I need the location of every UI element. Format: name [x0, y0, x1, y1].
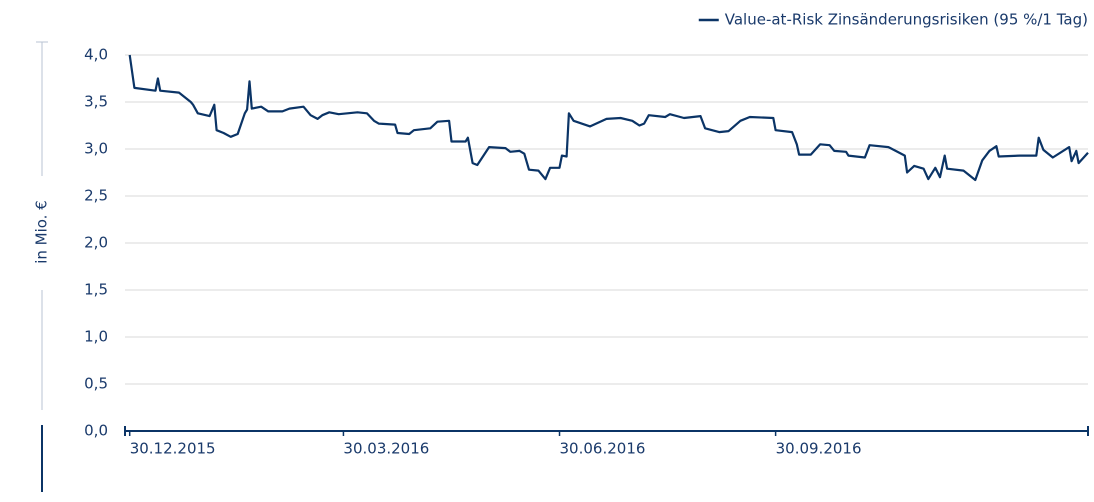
y-tick-label: 4,0	[84, 46, 108, 64]
legend-label: Value-at-Risk Zinsänderungsrisiken (95 %…	[725, 11, 1088, 29]
y-tick-label: 1,0	[84, 328, 108, 346]
x-tick-label: 30.09.2016	[776, 440, 862, 458]
y-tick-label: 1,5	[84, 281, 108, 299]
x-tick-label: 30.12.2015	[130, 440, 216, 458]
data-line	[128, 54, 1089, 182]
y-tick-label: 3,0	[84, 140, 108, 158]
y-tick-label: 2,0	[84, 234, 108, 252]
x-tick-label: 30.06.2016	[560, 440, 646, 458]
x-tick-label: 30.03.2016	[343, 440, 429, 458]
y-tick-label: 3,5	[84, 93, 108, 111]
y-axis-decoration	[36, 41, 48, 492]
y-tick-label: 2,5	[84, 187, 108, 205]
y-axis-label: in Mio. €	[33, 200, 51, 264]
y-tick-label: 0,0	[84, 422, 108, 440]
y-tick-label: 0,5	[84, 375, 108, 393]
